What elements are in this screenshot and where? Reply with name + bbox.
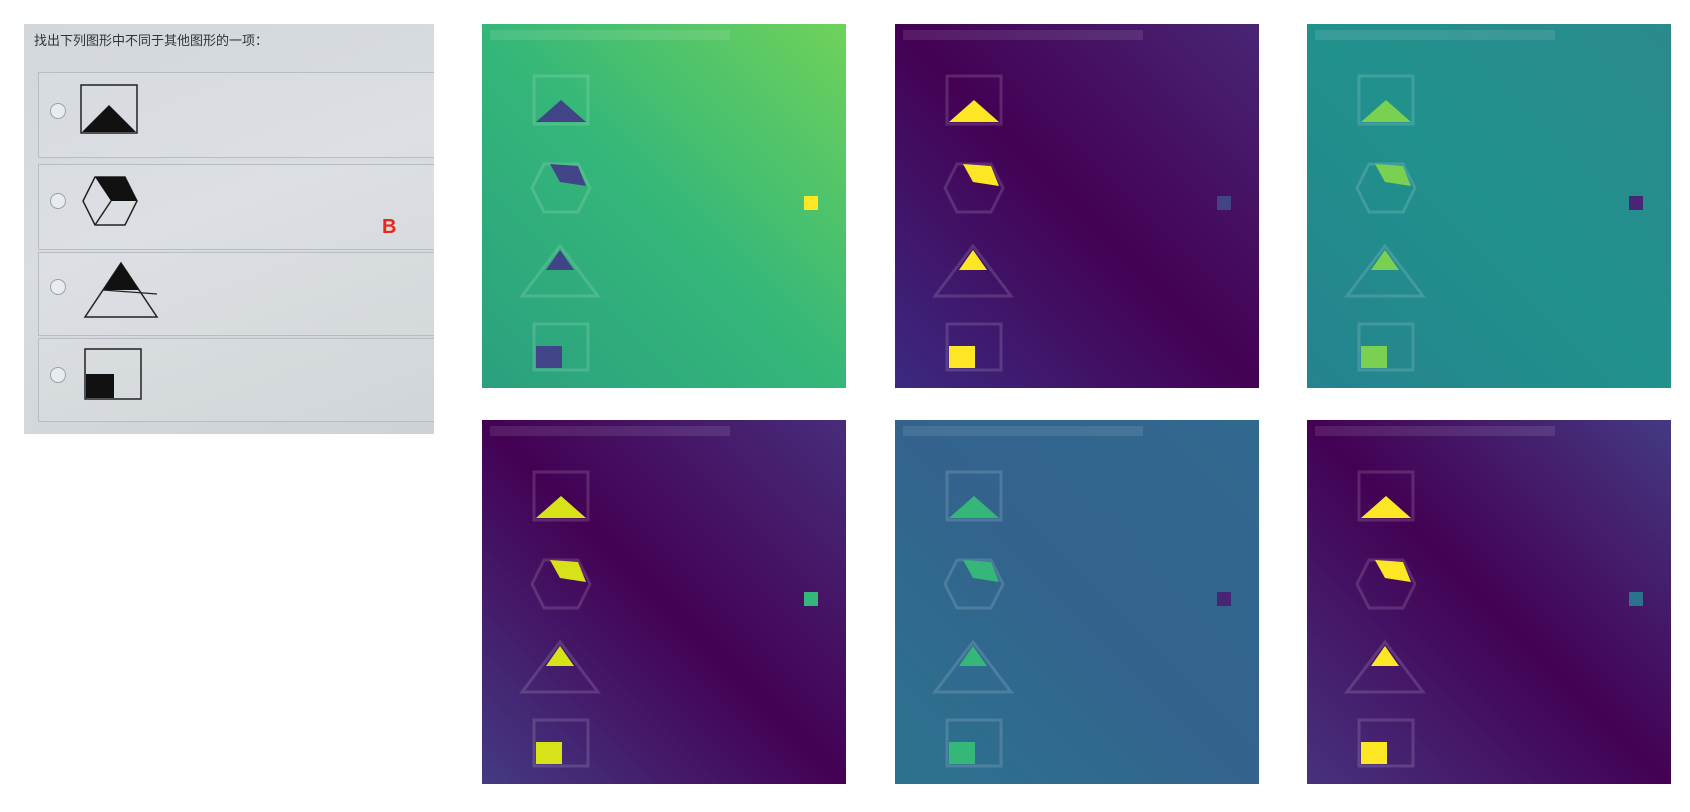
heatmap-square2-outline: [532, 322, 590, 372]
radio-option-d[interactable]: [50, 367, 66, 383]
heatmap-corner-mark: [949, 742, 975, 764]
heatmap-triangle-mark: [949, 496, 999, 518]
heatmap-square2-outline: [945, 322, 1003, 372]
radio-option-c[interactable]: [50, 279, 66, 295]
heatmap-triangle-mark: [949, 100, 999, 122]
square-corner-icon: [84, 348, 142, 400]
heatmap-triangle-top-mark: [1371, 250, 1399, 270]
heatmap-triangle-mark: [1361, 100, 1411, 122]
heatmap-triangle-outline: [518, 243, 602, 298]
heatmap-hotspot: [804, 196, 818, 210]
heatmap-title-trace: [1315, 426, 1555, 436]
question-prompt: 找出下列图形中不同于其他图形的一项：: [34, 34, 269, 49]
heatmap-panel-6: [1307, 420, 1671, 784]
heatmap-square-outline: [945, 74, 1003, 126]
heatmap-hexagon-mark: [963, 560, 999, 582]
heatmap-square2-outline: [945, 718, 1003, 768]
option-a[interactable]: [38, 72, 434, 158]
heatmap-hotspot: [1217, 592, 1231, 606]
heatmap-triangle-top-mark: [959, 646, 987, 666]
heatmap-corner-mark: [1361, 742, 1387, 764]
heatmap-hexagon-outline: [530, 162, 592, 214]
heatmap-square-outline: [532, 470, 590, 522]
option-c[interactable]: [38, 252, 434, 336]
heatmap-hexagon-outline: [943, 558, 1005, 610]
heatmap-title-trace: [490, 426, 730, 436]
heatmap-hexagon-outline: [943, 162, 1005, 214]
heatmap-background: [1307, 420, 1671, 784]
heatmap-hotspot: [804, 592, 818, 606]
answer-label: B: [382, 216, 397, 238]
heatmap-background: [482, 24, 846, 388]
heatmap-hexagon-outline: [1355, 558, 1417, 610]
radio-option-b[interactable]: [50, 193, 66, 209]
heatmap-title-trace: [490, 30, 730, 40]
heatmap-square-outline: [1357, 470, 1415, 522]
heatmap-background: [1307, 24, 1671, 388]
heatmap-triangle-mark: [1361, 496, 1411, 518]
heatmap-corner-mark: [536, 742, 562, 764]
heatmap-hexagon-outline: [530, 558, 592, 610]
heatmap-hotspot: [1629, 592, 1643, 606]
radio-option-a[interactable]: [50, 103, 66, 119]
heatmap-title-trace: [903, 30, 1143, 40]
heatmap-hotspot: [1217, 196, 1231, 210]
heatmap-panel-4: [482, 420, 846, 784]
heatmap-triangle-outline: [1343, 639, 1427, 694]
heatmap-panel-1: [482, 24, 846, 388]
heatmap-title-trace: [1315, 30, 1555, 40]
heatmap-panel-5: [895, 420, 1259, 784]
heatmap-triangle-mark: [536, 496, 586, 518]
heatmap-triangle-top-mark: [546, 646, 574, 666]
heatmap-triangle-outline: [518, 639, 602, 694]
heatmap-corner-mark: [536, 346, 562, 368]
heatmap-triangle-mark: [536, 100, 586, 122]
option-d[interactable]: [38, 338, 434, 422]
heatmap-hexagon-outline: [1355, 162, 1417, 214]
hexagon-cube-icon: [82, 176, 138, 226]
heatmap-panel-2: [895, 24, 1259, 388]
question-photo: 找出下列图形中不同于其他图形的一项： B: [24, 24, 434, 434]
heatmap-triangle-outline: [931, 243, 1015, 298]
option-b[interactable]: [38, 164, 434, 250]
heatmap-square2-outline: [1357, 322, 1415, 372]
heatmap-background: [895, 24, 1259, 388]
heatmap-square2-outline: [1357, 718, 1415, 768]
heatmap-panel-3: [1307, 24, 1671, 388]
heatmap-title-trace: [903, 426, 1143, 436]
heatmap-hexagon-mark: [1375, 560, 1411, 582]
square-triangle-icon: [80, 84, 138, 134]
heatmap-corner-mark: [1361, 346, 1387, 368]
heatmap-square-outline: [1357, 74, 1415, 126]
heatmap-hexagon-mark: [1375, 164, 1411, 186]
heatmap-square-outline: [945, 470, 1003, 522]
heatmap-triangle-top-mark: [1371, 646, 1399, 666]
heatmap-background: [895, 420, 1259, 784]
heatmap-square2-outline: [532, 718, 590, 768]
heatmap-hotspot: [1629, 196, 1643, 210]
heatmap-triangle-outline: [931, 639, 1015, 694]
heatmap-triangle-outline: [1343, 243, 1427, 298]
heatmap-corner-mark: [949, 346, 975, 368]
triangle-half-icon: [83, 261, 159, 318]
heatmap-background: [482, 420, 846, 784]
heatmap-hexagon-mark: [963, 164, 999, 186]
heatmap-square-outline: [532, 74, 590, 126]
heatmap-hexagon-mark: [550, 560, 586, 582]
heatmap-triangle-top-mark: [546, 250, 574, 270]
heatmap-triangle-top-mark: [959, 250, 987, 270]
heatmap-hexagon-mark: [550, 164, 586, 186]
